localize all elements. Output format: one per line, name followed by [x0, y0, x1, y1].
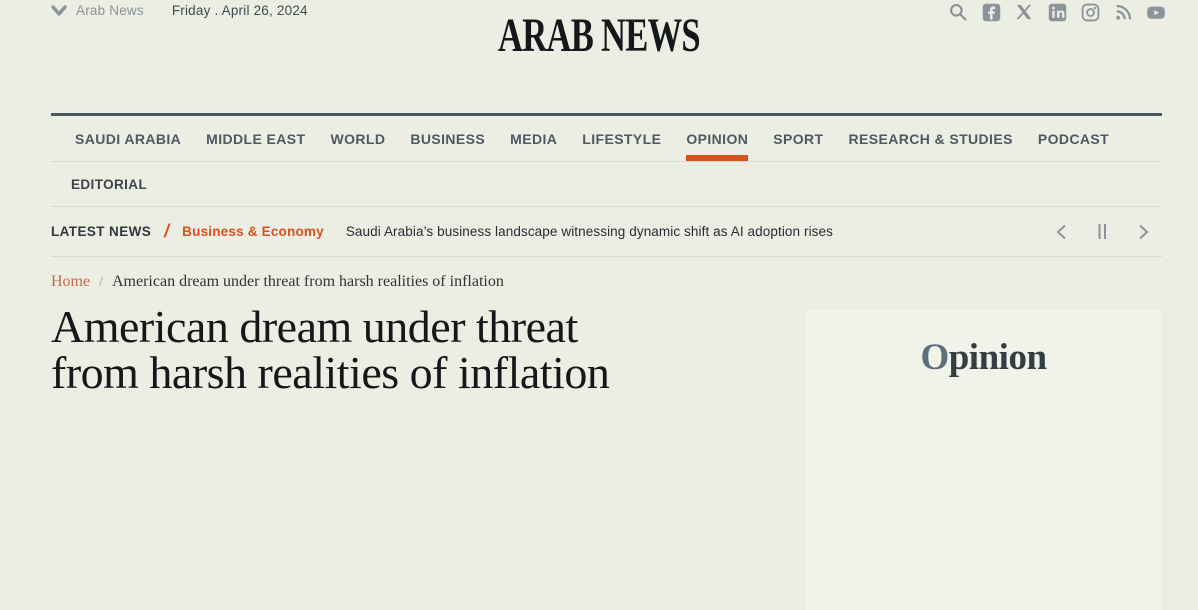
article-title: American dream under threat from harsh r…: [51, 304, 1162, 395]
ticker-category-link[interactable]: Business & Economy: [182, 224, 324, 239]
site-label[interactable]: Arab News: [76, 3, 144, 18]
date-label: Friday . April 26, 2024: [171, 3, 308, 18]
opinion-title-lead: O: [920, 337, 949, 378]
article-title-line1: American dream under threat: [51, 301, 578, 352]
nav-item-opinion[interactable]: OPINION: [686, 116, 749, 161]
nav-item-world[interactable]: WORLD: [330, 130, 386, 147]
masthead-left-group: Arab News Friday . April 26, 2024: [51, 3, 308, 18]
nav-item-research-studies[interactable]: RESEARCH & STUDIES: [848, 130, 1013, 147]
youtube-icon[interactable]: [1146, 2, 1166, 22]
carousel-prev-icon[interactable]: [1052, 223, 1070, 241]
opinion-panel: Opinion: [806, 310, 1161, 610]
nav-item-lifestyle[interactable]: LIFESTYLE: [582, 130, 662, 147]
ticker-slash: /: [164, 221, 170, 241]
nav-item-sport[interactable]: SPORT: [773, 130, 824, 147]
article-title-line2: from harsh realities of inflation: [51, 346, 610, 398]
arab-news-logo[interactable]: ARAB NEWS: [498, 9, 701, 62]
opinion-panel-title: Opinion: [920, 337, 1047, 378]
opinion-title-rest: pinion: [948, 337, 1047, 378]
facebook-icon[interactable]: [981, 2, 1001, 22]
ticker-controls: [1052, 207, 1152, 256]
article-header-section: Home / American dream under threat from …: [0, 257, 1198, 610]
latest-news-label: LATEST NEWS: [51, 224, 152, 239]
linkedin-icon[interactable]: [1047, 2, 1067, 22]
breadcrumb: Home / American dream under threat from …: [51, 273, 1162, 291]
nav-item-podcast[interactable]: PODCAST: [1037, 130, 1110, 147]
nav-item-business[interactable]: BUSINESS: [410, 130, 486, 147]
secondary-nav: EDITORIAL: [51, 162, 1162, 207]
x-icon[interactable]: [1014, 2, 1034, 22]
masthead: Arab News Friday . April 26, 2024 ARAB N…: [0, 0, 1198, 113]
chevron-down-icon[interactable]: [51, 4, 67, 17]
breadcrumb-current: American dream under threat from harsh r…: [112, 273, 504, 290]
instagram-icon[interactable]: [1080, 2, 1100, 22]
social-icons-bar: [948, 2, 1166, 22]
latest-news-ticker: LATEST NEWS / Business & Economy Saudi A…: [51, 207, 1162, 257]
ticker-headline-link[interactable]: Saudi Arabia’s business landscape witnes…: [345, 224, 833, 239]
nav-item-editorial[interactable]: EDITORIAL: [71, 176, 148, 192]
primary-nav: SAUDI ARABIA MIDDLE EAST WORLD BUSINESS …: [51, 113, 1162, 162]
nav-item-media[interactable]: MEDIA: [510, 130, 558, 147]
breadcrumb-home-link[interactable]: Home: [51, 273, 91, 290]
nav-item-saudi-arabia[interactable]: SAUDI ARABIA: [75, 130, 182, 147]
rss-icon[interactable]: [1113, 2, 1133, 22]
nav-item-middle-east[interactable]: MIDDLE EAST: [206, 130, 306, 147]
carousel-pause-icon[interactable]: [1093, 223, 1111, 241]
breadcrumb-separator: /: [99, 275, 103, 290]
carousel-next-icon[interactable]: [1134, 223, 1152, 241]
search-icon[interactable]: [948, 2, 968, 22]
